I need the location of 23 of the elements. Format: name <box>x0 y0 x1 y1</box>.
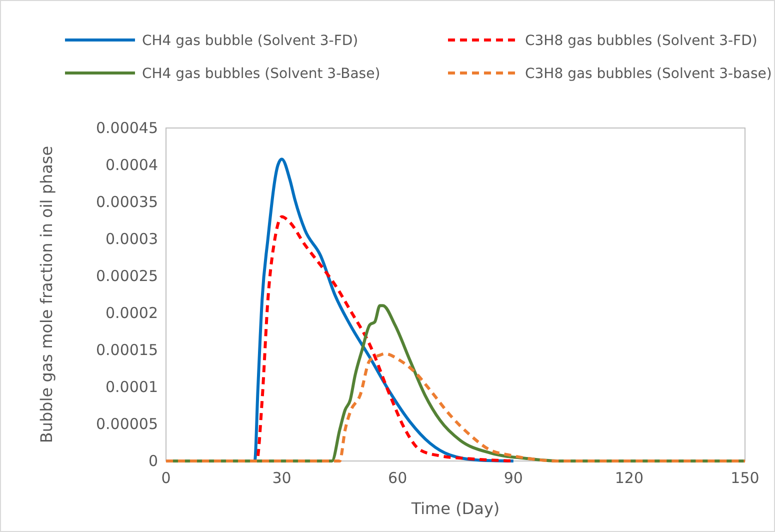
y-tick-label: 0.0004 <box>106 156 158 174</box>
y-tick-label: 0.00045 <box>96 119 158 137</box>
x-tick-label: 90 <box>504 469 523 487</box>
legend-label: CH4 gas bubble (Solvent 3-FD) <box>142 33 358 49</box>
legend-label: C3H8 gas bubbles (Solvent 3-base) <box>525 66 772 82</box>
x-tick-label: 60 <box>388 469 408 487</box>
x-axis-title: Time (Day) <box>410 499 500 518</box>
y-tick-label: 0.00025 <box>96 267 158 285</box>
y-tick-label: 0.00005 <box>96 415 158 433</box>
line-series <box>164 352 746 462</box>
x-tick-label: 30 <box>272 469 292 487</box>
legend-label: CH4 gas bubbles (Solvent 3-Base) <box>142 66 380 82</box>
y-tick-label: 0.0001 <box>106 378 158 396</box>
y-tick-label: 0.0003 <box>106 230 158 248</box>
y-tick-label: 0 <box>148 452 158 470</box>
x-tick-label: 120 <box>614 469 644 487</box>
y-tick-label: 0.00035 <box>96 193 158 211</box>
legend-label: C3H8 gas bubbles (Solvent 3-FD) <box>525 33 758 49</box>
y-tick-label: 0.0002 <box>106 304 158 322</box>
x-tick-label: 0 <box>161 469 171 487</box>
y-tick-label: 0.00015 <box>96 341 158 359</box>
x-tick-label: 150 <box>730 469 760 487</box>
y-axis-title: Bubble gas mole fraction in oil phase <box>37 146 56 444</box>
